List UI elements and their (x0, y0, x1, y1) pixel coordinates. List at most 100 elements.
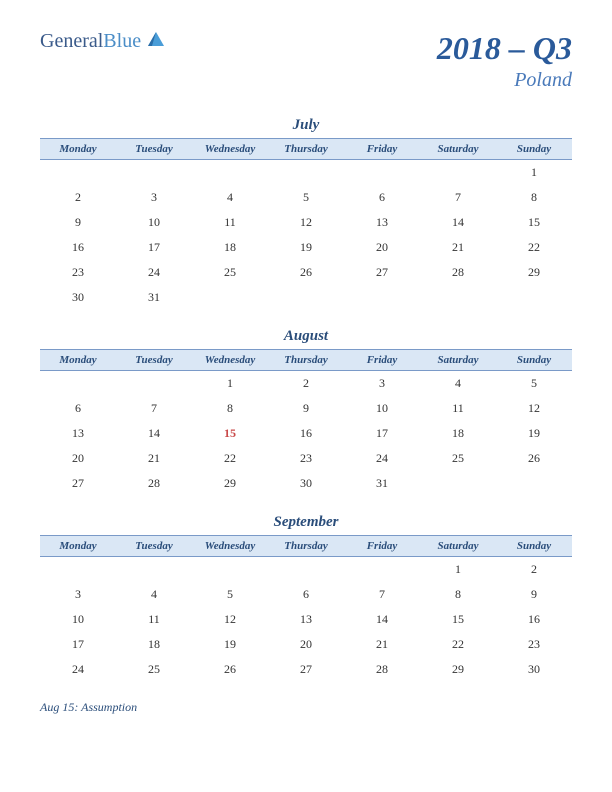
calendar-row: 23242526272829 (40, 260, 572, 285)
months-container: JulyMondayTuesdayWednesdayThursdayFriday… (40, 117, 572, 682)
holidays-list: Aug 15: Assumption (40, 700, 572, 715)
calendar-cell: 19 (192, 632, 268, 657)
calendar-cell: 1 (192, 371, 268, 397)
logo-text-blue: Blue (103, 30, 141, 52)
calendar-cell: 1 (496, 160, 572, 186)
calendar-cell: 26 (192, 657, 268, 682)
calendar-cell: 9 (268, 396, 344, 421)
calendar-cell: 3 (344, 371, 420, 397)
calendar-cell: 10 (344, 396, 420, 421)
calendar-cell: 12 (268, 210, 344, 235)
calendar-cell: 30 (268, 471, 344, 496)
calendar-cell: 3 (40, 582, 116, 607)
calendar-cell: 29 (496, 260, 572, 285)
calendar-cell: 28 (420, 260, 496, 285)
calendar-cell: 2 (496, 557, 572, 583)
month-block: AugustMondayTuesdayWednesdayThursdayFrid… (40, 328, 572, 496)
calendar-cell: 23 (496, 632, 572, 657)
calendar-row: 2728293031 (40, 471, 572, 496)
header: GeneralBlue 2018 – Q3 Poland (40, 30, 572, 92)
calendar-cell (116, 160, 192, 186)
calendar-cell: 30 (40, 285, 116, 310)
calendar-cell (40, 160, 116, 186)
calendar-cell: 13 (40, 421, 116, 446)
calendar-cell: 4 (420, 371, 496, 397)
calendar-cell: 12 (192, 607, 268, 632)
calendar-cell: 10 (40, 607, 116, 632)
day-header: Sunday (496, 139, 572, 160)
month-block: July MondayTuesdayWednesdayThursdayFriday… (40, 117, 572, 310)
calendar-row: 12345 (40, 371, 572, 397)
day-header: Friday (344, 350, 420, 371)
calendar-cell: 17 (116, 235, 192, 260)
day-header: Tuesday (116, 139, 192, 160)
calendar-cell: 27 (268, 657, 344, 682)
calendar-cell (192, 557, 268, 583)
calendar-row: 12 (40, 557, 572, 583)
calendar-cell: 20 (40, 446, 116, 471)
calendar-cell: 14 (344, 607, 420, 632)
calendar-cell: 18 (420, 421, 496, 446)
calendar-cell: 3 (116, 185, 192, 210)
calendar-cell (344, 285, 420, 310)
calendar-cell: 27 (344, 260, 420, 285)
calendar-cell: 1 (420, 557, 496, 583)
calendar-row: 9101112131415 (40, 210, 572, 235)
day-header: Wednesday (192, 139, 268, 160)
calendar-cell (420, 471, 496, 496)
month-name: July (40, 117, 572, 134)
calendar-cell: 9 (40, 210, 116, 235)
title-block: 2018 – Q3 Poland (437, 30, 572, 92)
calendar-row: 13141516171819 (40, 421, 572, 446)
calendar-table: MondayTuesdayWednesdayThursdayFridaySatu… (40, 535, 572, 682)
calendar-row: 24252627282930 (40, 657, 572, 682)
calendar-cell: 31 (116, 285, 192, 310)
calendar-row: 16171819202122 (40, 235, 572, 260)
calendar-cell: 8 (420, 582, 496, 607)
calendar-cell: 13 (268, 607, 344, 632)
calendar-cell: 6 (268, 582, 344, 607)
calendar-cell: 28 (116, 471, 192, 496)
calendar-cell: 17 (344, 421, 420, 446)
calendar-cell: 26 (268, 260, 344, 285)
calendar-cell: 21 (344, 632, 420, 657)
calendar-cell: 8 (496, 185, 572, 210)
calendar-cell: 22 (496, 235, 572, 260)
calendar-cell: 16 (496, 607, 572, 632)
calendar-cell (268, 160, 344, 186)
calendar-cell: 19 (268, 235, 344, 260)
calendar-row: 10111213141516 (40, 607, 572, 632)
day-header: Friday (344, 139, 420, 160)
calendar-cell: 15 (420, 607, 496, 632)
day-header: Tuesday (116, 350, 192, 371)
calendar-cell: 5 (192, 582, 268, 607)
calendar-cell: 22 (192, 446, 268, 471)
calendar-cell: 7 (344, 582, 420, 607)
calendar-cell: 2 (40, 185, 116, 210)
day-header: Wednesday (192, 536, 268, 557)
calendar-cell: 18 (192, 235, 268, 260)
month-name: September (40, 514, 572, 531)
day-header: Saturday (420, 139, 496, 160)
calendar-cell: 20 (268, 632, 344, 657)
calendar-cell (116, 371, 192, 397)
day-header: Monday (40, 350, 116, 371)
month-name: August (40, 328, 572, 345)
calendar-cell: 18 (116, 632, 192, 657)
calendar-cell (420, 285, 496, 310)
calendar-cell: 5 (268, 185, 344, 210)
calendar-cell (496, 471, 572, 496)
day-header: Saturday (420, 536, 496, 557)
calendar-cell (40, 557, 116, 583)
calendar-cell: 5 (496, 371, 572, 397)
day-header: Wednesday (192, 350, 268, 371)
calendar-cell: 29 (192, 471, 268, 496)
calendar-cell: 8 (192, 396, 268, 421)
calendar-cell (192, 285, 268, 310)
calendar-row: 6789101112 (40, 396, 572, 421)
calendar-cell: 12 (496, 396, 572, 421)
day-header: Monday (40, 536, 116, 557)
calendar-table: MondayTuesdayWednesdayThursdayFridaySatu… (40, 138, 572, 310)
day-header: Thursday (268, 536, 344, 557)
calendar-cell: 26 (496, 446, 572, 471)
